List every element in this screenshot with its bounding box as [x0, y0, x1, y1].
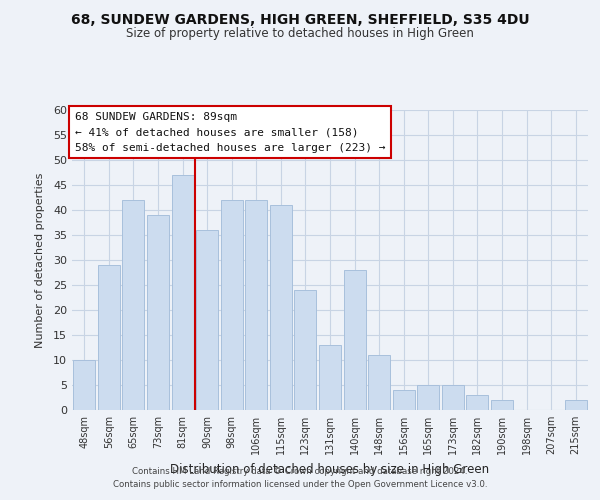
- Bar: [147, 215, 169, 410]
- Bar: [368, 355, 390, 410]
- Bar: [172, 175, 194, 410]
- X-axis label: Distribution of detached houses by size in High Green: Distribution of detached houses by size …: [170, 462, 490, 475]
- Bar: [221, 200, 243, 410]
- Bar: [122, 200, 145, 410]
- Bar: [319, 345, 341, 410]
- Text: Contains public sector information licensed under the Open Government Licence v3: Contains public sector information licen…: [113, 480, 487, 489]
- Text: Size of property relative to detached houses in High Green: Size of property relative to detached ho…: [126, 28, 474, 40]
- Bar: [466, 395, 488, 410]
- Bar: [98, 265, 120, 410]
- Bar: [245, 200, 268, 410]
- Bar: [565, 400, 587, 410]
- Y-axis label: Number of detached properties: Number of detached properties: [35, 172, 44, 348]
- Text: Contains HM Land Registry data © Crown copyright and database right 2024.: Contains HM Land Registry data © Crown c…: [132, 467, 468, 476]
- Bar: [442, 385, 464, 410]
- Bar: [196, 230, 218, 410]
- Bar: [392, 390, 415, 410]
- Text: 68 SUNDEW GARDENS: 89sqm
← 41% of detached houses are smaller (158)
58% of semi-: 68 SUNDEW GARDENS: 89sqm ← 41% of detach…: [74, 112, 385, 152]
- Bar: [491, 400, 513, 410]
- Bar: [417, 385, 439, 410]
- Bar: [270, 205, 292, 410]
- Bar: [73, 360, 95, 410]
- Text: 68, SUNDEW GARDENS, HIGH GREEN, SHEFFIELD, S35 4DU: 68, SUNDEW GARDENS, HIGH GREEN, SHEFFIEL…: [71, 12, 529, 26]
- Bar: [344, 270, 365, 410]
- Bar: [295, 290, 316, 410]
